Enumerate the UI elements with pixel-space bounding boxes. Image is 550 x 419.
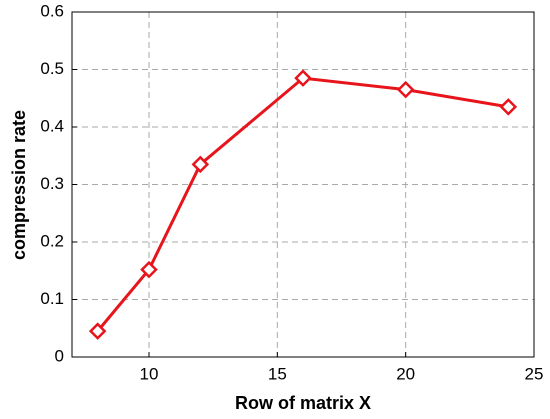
y-tick-label: 0.2 bbox=[40, 231, 64, 250]
x-tick-label: 20 bbox=[396, 364, 415, 383]
x-tick-label: 25 bbox=[525, 364, 544, 383]
line bbox=[96, 76, 509, 333]
y-tick-label: 0.4 bbox=[40, 116, 64, 135]
marker bbox=[88, 322, 107, 340]
y-tick-label: 0.3 bbox=[40, 174, 64, 193]
x-axis-label: Row of matrix X bbox=[235, 393, 371, 413]
y-axis-label: compression rate bbox=[9, 110, 29, 260]
x-tick-label: 10 bbox=[140, 364, 159, 383]
x-tick-label: 15 bbox=[268, 364, 287, 383]
y-tick-label: 0.6 bbox=[40, 1, 64, 20]
y-tick-label: 0.1 bbox=[40, 289, 64, 308]
y-tick-label: 0.5 bbox=[40, 59, 64, 78]
marker bbox=[499, 98, 518, 116]
marker bbox=[396, 80, 415, 99]
y-tick-label: 0 bbox=[55, 346, 64, 365]
plot-frame bbox=[71, 11, 535, 358]
marker bbox=[191, 155, 210, 174]
marker bbox=[140, 260, 158, 279]
marker bbox=[294, 69, 312, 87]
